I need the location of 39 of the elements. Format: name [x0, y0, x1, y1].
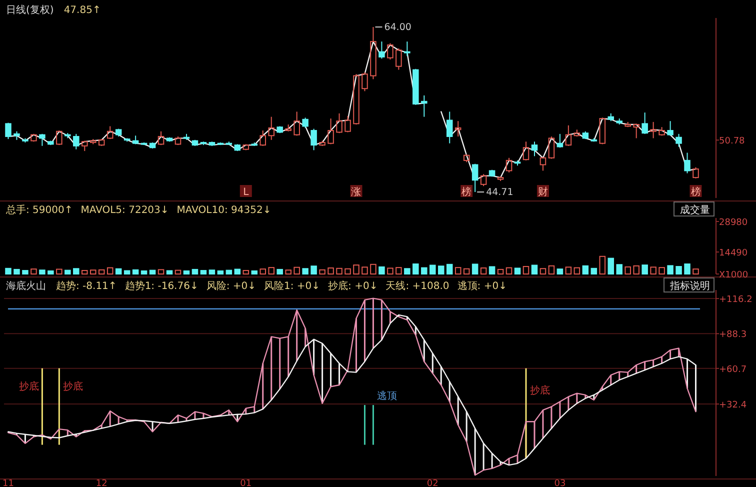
x-tick-label: 03	[554, 479, 566, 487]
x-tick-label: 榜	[462, 186, 472, 198]
series-label: 逃顶	[377, 390, 398, 402]
annotation: 趋势1: -16.76↓	[124, 280, 198, 292]
annotation: 抄底: +0↓	[328, 280, 378, 292]
x-tick-label: L	[243, 187, 250, 198]
text: MAVOL10: 94352↓	[176, 205, 272, 216]
text: MAVOL5: 72203↓	[80, 205, 169, 216]
x-tick-label: 02	[426, 479, 438, 487]
text: 抄底	[63, 382, 84, 393]
y-tick-label: +88.3	[719, 330, 747, 340]
y-tick-label: 28980	[719, 218, 748, 228]
y-tick-label: 14490	[719, 248, 748, 258]
annotation: 风险1: +0↓	[264, 280, 320, 292]
annotation: 64.00	[384, 22, 412, 33]
x-tick-label: 12	[96, 479, 108, 487]
chart-title: 海底火山	[6, 280, 46, 292]
annotation: 44.71	[486, 187, 514, 198]
annotation: 逃顶: +0↓	[457, 280, 507, 292]
text: 成交量	[680, 204, 710, 216]
annotation: 风险: +0↓	[206, 280, 256, 292]
y-tick-label: X1000	[719, 270, 748, 280]
x-tick-label: 11	[2, 479, 14, 487]
annotation: 趋势: -8.11↑	[56, 280, 117, 292]
x-tick-label: 榜	[690, 186, 701, 198]
x-tick-label: 财	[538, 186, 548, 198]
series-label: 抄底	[19, 380, 40, 393]
text: 总手: 59000↑	[5, 204, 73, 216]
text: 47.85↑	[64, 5, 101, 16]
chart-title: 日线(复权)	[6, 4, 54, 16]
annotation: 天线: +108.0	[386, 280, 450, 292]
y-tick-label: +116.2	[719, 295, 752, 306]
y-tick-label: +32.4	[719, 400, 747, 411]
x-tick-label: 涨	[351, 186, 362, 198]
y-tick-label: +60.7	[719, 364, 747, 375]
text: 50.78	[719, 136, 746, 147]
x-tick-label: 01	[240, 479, 252, 487]
text: 抄底	[530, 386, 550, 397]
annotation: 指标说明	[669, 280, 710, 292]
